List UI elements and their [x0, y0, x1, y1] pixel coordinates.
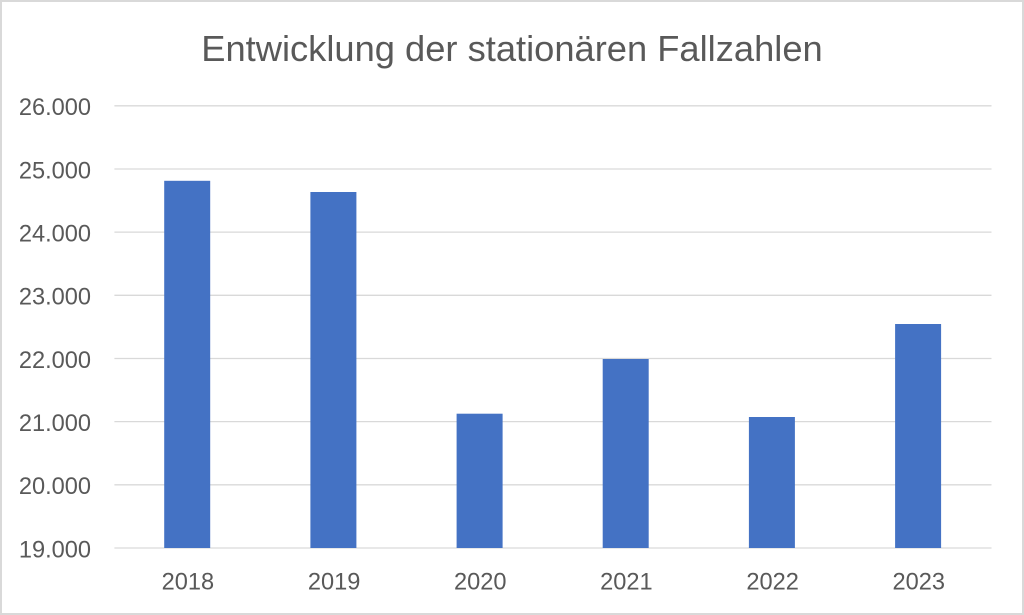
svg-text:2022: 2022 — [746, 570, 799, 596]
svg-text:2023: 2023 — [893, 570, 946, 596]
svg-text:26.000: 26.000 — [19, 95, 91, 121]
svg-text:20.000: 20.000 — [19, 474, 91, 500]
svg-text:19.000: 19.000 — [19, 537, 91, 563]
svg-text:22.000: 22.000 — [19, 348, 91, 374]
svg-text:25.000: 25.000 — [19, 158, 91, 184]
svg-text:2021: 2021 — [600, 570, 653, 596]
svg-text:2020: 2020 — [454, 570, 507, 596]
svg-text:21.000: 21.000 — [19, 411, 91, 437]
svg-text:23.000: 23.000 — [19, 285, 91, 311]
svg-text:2019: 2019 — [308, 570, 361, 596]
svg-text:24.000: 24.000 — [19, 222, 91, 248]
svg-text:2018: 2018 — [162, 570, 215, 596]
svg-text:Entwicklung der stationären Fa: Entwicklung der stationären Fallzahlen — [201, 28, 822, 69]
